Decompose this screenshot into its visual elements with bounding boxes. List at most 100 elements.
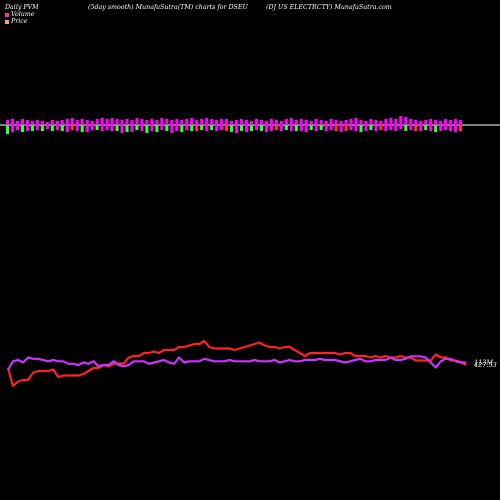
volume-bar-lower (314, 125, 318, 131)
volume-bar-lower (190, 125, 194, 131)
chart-header-left: Daily PVM (5, 4, 39, 11)
volume-bar-upper (110, 118, 114, 125)
volume-bar-lower (304, 125, 308, 132)
volume-bar-lower (35, 125, 39, 130)
volume-bar-lower (299, 125, 303, 131)
volume-bar-upper (289, 118, 293, 125)
volume-bar-lower (334, 125, 338, 131)
volume-bar-lower (50, 125, 54, 131)
volume-bar-upper (359, 120, 363, 125)
volume-bar-upper (364, 121, 368, 125)
volume-bar-lower (319, 125, 323, 130)
volume-bar-lower (40, 125, 44, 131)
volume-bar-upper (195, 120, 199, 125)
volume-bar-lower (294, 125, 298, 131)
volume-bar-lower (269, 125, 273, 131)
volume-bar-lower (30, 125, 34, 131)
volume-bar-upper (369, 119, 373, 125)
volume-bar-upper (210, 119, 214, 125)
volume-bar-lower (354, 125, 358, 131)
volume-bar-lower (220, 125, 224, 130)
volume-bar-lower (379, 125, 383, 130)
volume-bar-lower (205, 125, 209, 131)
volume-bar-upper (304, 120, 308, 125)
volume-bar-upper (60, 120, 64, 125)
volume-bar-lower (384, 125, 388, 131)
volume-bar-lower (279, 125, 283, 131)
volume-bar-upper (85, 120, 89, 125)
volume-bar-lower (309, 125, 313, 130)
volume-bar-upper (419, 121, 423, 125)
volume-bar-lower (95, 125, 99, 130)
volume-bar-upper (279, 121, 283, 125)
volume-bar-upper (205, 118, 209, 125)
volume-bar-upper (90, 121, 94, 125)
legend-volume-label: Volume (11, 11, 35, 18)
volume-bar-upper (459, 120, 463, 125)
volume-bar-lower (429, 125, 433, 131)
volume-bar-upper (180, 120, 184, 125)
volume-bar-lower (180, 125, 184, 132)
chart-header-center: (5day smooth) MunafaSutra(TM) charts for… (88, 4, 248, 11)
volume-bar-lower (150, 125, 154, 131)
legend-volume-swatch (5, 12, 9, 17)
volume-bar-upper (439, 121, 443, 125)
volume-bar-upper (6, 120, 10, 125)
volume-bar-upper (185, 119, 189, 125)
volume-bar-upper (190, 118, 194, 125)
volume-bar-lower (274, 125, 278, 130)
volume-bar-upper (115, 119, 119, 125)
volume-bar-upper (274, 120, 278, 125)
volume-bar-upper (15, 121, 20, 125)
volume-bar-lower (409, 125, 413, 130)
volume-bar-lower (160, 125, 164, 130)
volume-bar-lower (249, 125, 254, 131)
volume-bar-upper (379, 121, 383, 125)
price-end-label: 427.53 (473, 361, 497, 369)
legend-price-label: Price (11, 18, 28, 25)
volume-bar-lower (339, 125, 343, 132)
volume-end-label: 113M (474, 359, 493, 367)
volume-bar-upper (80, 119, 84, 125)
volume-bar-upper (244, 120, 249, 125)
volume-bar-upper (349, 119, 353, 125)
volume-bar-upper (269, 119, 273, 125)
volume-bar-upper (45, 122, 49, 125)
volume-bar-upper (10, 119, 15, 125)
volume-bar-upper (200, 119, 204, 125)
volume-bar-lower (20, 125, 25, 132)
volume-bar-lower (394, 125, 398, 131)
volume-bar-lower (195, 125, 199, 131)
volume-bar-upper (145, 120, 149, 125)
volume-bar-upper (105, 119, 109, 125)
volume-bar-lower (244, 125, 249, 132)
volume-bar-upper (230, 121, 234, 125)
volume-bar-lower (120, 125, 124, 133)
volume-bar-upper (399, 116, 403, 125)
volume-bar-upper (299, 119, 303, 125)
volume-bar-lower (419, 125, 423, 131)
volume-bar-upper (175, 119, 179, 125)
volume-bar-lower (60, 125, 64, 131)
volume-bar-lower (145, 125, 149, 133)
volume-bar-upper (284, 119, 288, 125)
volume-bar-lower (65, 125, 69, 132)
volume-bar-lower (135, 125, 139, 130)
volume-bar-lower (459, 125, 463, 131)
volume-bar-lower (130, 125, 134, 132)
volume-bar-lower (225, 125, 229, 131)
volume-bar-upper (150, 119, 154, 125)
volume-bar-upper (155, 120, 159, 125)
volume-bar-lower (55, 125, 59, 130)
volume-bar-upper (65, 119, 69, 125)
volume-bar-upper (324, 121, 328, 125)
legend-volume: Volume (5, 11, 35, 18)
volume-bar-upper (55, 121, 59, 125)
volume-bar-upper (165, 119, 169, 125)
volume-bar-lower (329, 125, 333, 130)
volume-bar-lower (289, 125, 293, 131)
volume-bar-lower (449, 125, 453, 131)
volume-bar-lower (185, 125, 189, 130)
volume-bar-lower (45, 125, 49, 129)
